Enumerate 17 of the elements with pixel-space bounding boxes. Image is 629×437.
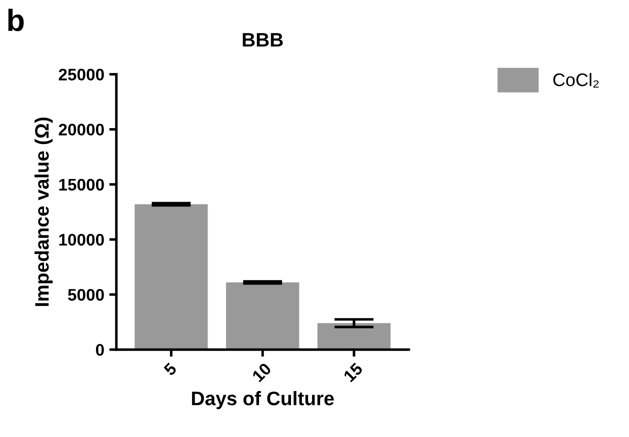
y-axis-title: Impedance value (Ω) xyxy=(34,118,53,306)
text: b xyxy=(8,8,24,32)
y-tick-label: 5000 xyxy=(68,288,104,301)
x-axis-title: Days of Culture xyxy=(192,391,334,410)
y-tick-label: 10000 xyxy=(59,234,104,246)
y-tick-label: 25000 xyxy=(58,68,104,80)
chart-title: BBB xyxy=(242,33,283,47)
x-tick-label: 5 xyxy=(163,362,178,376)
bar xyxy=(226,282,300,350)
bar xyxy=(134,204,208,350)
y-tick-label: 15000 xyxy=(59,178,104,191)
x-tick-label: 15 xyxy=(343,362,364,382)
x-tick-label: 10 xyxy=(252,362,272,382)
bar xyxy=(317,323,391,350)
y-tick-label: 0 xyxy=(96,344,104,356)
legend-label: CoCl₂ xyxy=(553,72,599,88)
y-tick-label: 20000 xyxy=(58,124,104,136)
